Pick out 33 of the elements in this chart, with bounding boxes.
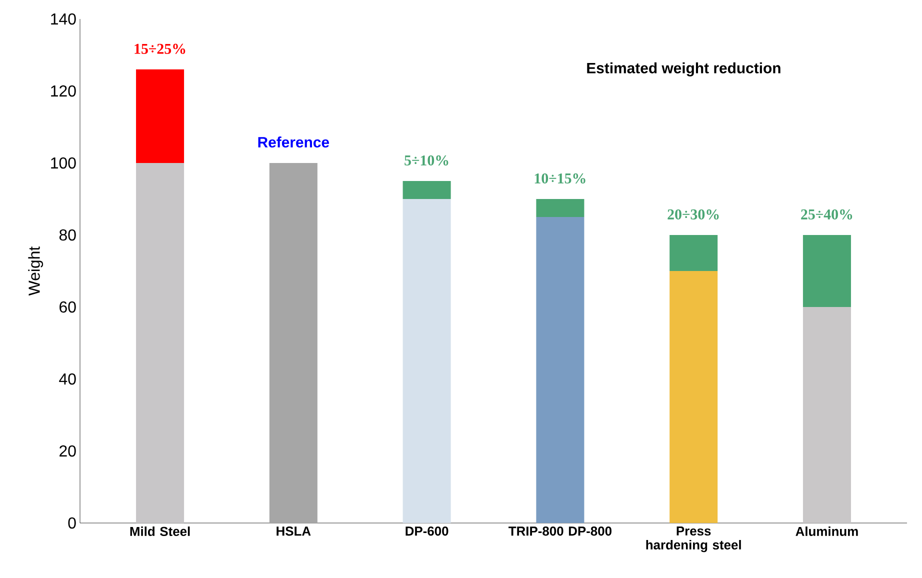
bar <box>536 198 584 217</box>
annotation: Reference <box>258 136 330 148</box>
annotation: 10÷15% <box>534 173 586 184</box>
x-tick-label: Press hardening steel <box>646 526 741 552</box>
y-tick-label: 60 <box>60 301 76 313</box>
bar <box>670 270 718 523</box>
x-tick-label: TRIP-800 DP-800 <box>508 526 612 536</box>
y-tick-label: 100 <box>51 157 76 169</box>
annotation: 20÷30% <box>668 209 719 220</box>
y-tick-label: 120 <box>51 85 76 97</box>
y-tick-label: 20 <box>60 445 76 457</box>
annotation: 5÷10% <box>404 155 448 166</box>
y-tick-label: 40 <box>59 373 76 385</box>
x-tick-label: DP-600 <box>406 526 448 536</box>
x-tick-label: Aluminum <box>796 526 858 536</box>
y-tick-label: 80 <box>59 229 76 241</box>
annotation: Estimated weight reduction <box>587 62 780 76</box>
bar <box>402 198 451 523</box>
bar <box>670 234 718 271</box>
bar <box>802 306 851 523</box>
x-tick-label: HSLA <box>276 526 311 536</box>
annotation: 15÷25% <box>134 44 186 54</box>
x-tick-label: Mild Steel <box>130 526 190 536</box>
bar <box>269 162 318 523</box>
y-tick-label: 0 <box>68 517 76 529</box>
bar <box>536 216 584 523</box>
bar <box>802 234 851 307</box>
annotation: 25÷40% <box>801 209 852 220</box>
bar <box>402 180 451 199</box>
bar <box>136 162 184 523</box>
bar <box>136 69 184 163</box>
y-tick-label: 140 <box>51 13 76 25</box>
y-axis-title: Weight <box>28 246 44 296</box>
